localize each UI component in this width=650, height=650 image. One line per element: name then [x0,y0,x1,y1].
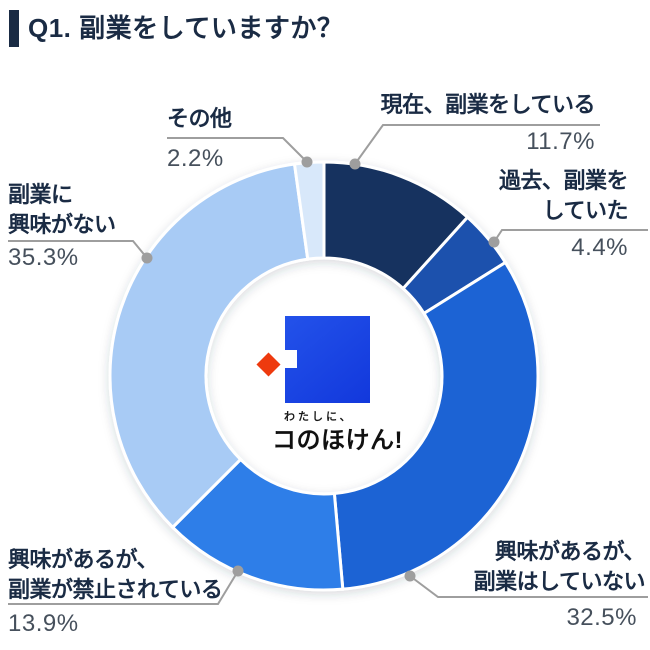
segment-percent-prohibited: 13.9% [8,610,79,637]
leader-dot-0 [349,158,361,170]
callout-other: その他 [167,104,232,134]
callout-currently-doing-side-job: 現在、副業をしている [380,90,596,120]
logo-tagline: わたしに、 [284,411,354,423]
logo-brand: コのほけん! [272,427,403,454]
segment-label: していた [542,198,629,223]
callout-interested-but-not-doing: 興味があるが、 副業はしていない [473,537,646,597]
leader-line-2 [409,575,648,598]
leader-dot-4 [141,252,153,264]
leader-dot-1 [488,236,500,248]
logo-notch [279,350,297,368]
callout-not-interested: 副業に 興味がない [8,180,116,240]
leader-line-4 [8,240,148,259]
leader-dot-5 [301,156,313,168]
segment-label: 副業はしていない [473,569,646,594]
segment-label: 副業が禁止されている [8,577,223,602]
page-title: Q1. 副業をしていますか？ [28,13,344,43]
segment-percent-other: 2.2% [167,145,224,172]
segment-percent-not-interested: 35.3% [8,244,79,271]
segment-percent-currently: 11.7% [526,128,595,155]
callout-interested-but-prohibited: 興味があるが、 副業が禁止されている [8,545,223,605]
segment-label: 過去、副業を [498,168,629,193]
leader-line-0 [354,124,600,165]
segment-label: 現在、副業をしている [380,92,596,117]
donut-segment-2 [332,260,540,591]
konohoken-logo-icon [285,316,370,403]
donut-segment-4 [108,162,310,530]
title-accent-bar [9,10,19,47]
segment-label: その他 [167,106,232,131]
callout-did-side-job-in-past: 過去、副業を していた [498,166,629,226]
segment-percent-past: 4.4% [571,234,628,261]
leader-dot-2 [404,570,416,582]
leader-line-5 [167,137,308,163]
segment-label: 興味がない [8,212,116,237]
segment-label: 副業に [8,182,73,207]
leader-dot-3 [232,565,244,577]
segment-label: 興味があるが、 [8,547,159,572]
leader-line-3 [8,570,239,605]
segment-percent-interested-not-doing: 32.5% [566,604,637,631]
segment-label: 興味があるが、 [494,539,646,564]
